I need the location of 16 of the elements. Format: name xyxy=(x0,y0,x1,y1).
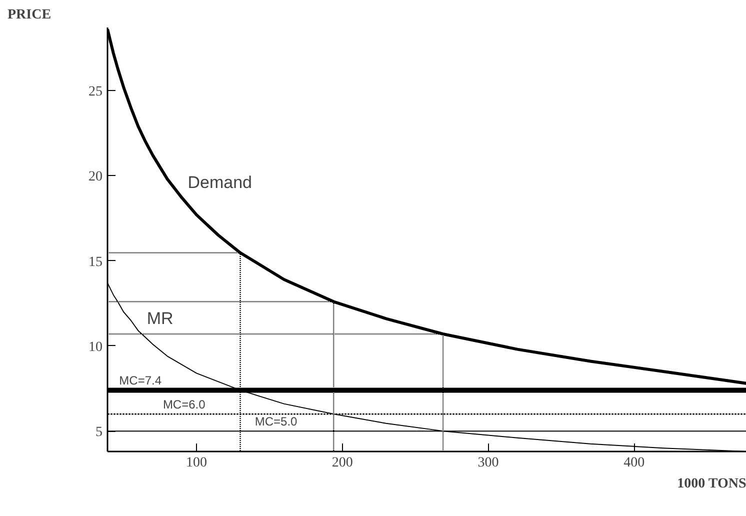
y-tick-label: 15 xyxy=(88,254,102,270)
annotation: MC=7.4 xyxy=(119,374,162,388)
x-tick-label: 300 xyxy=(478,456,499,470)
y-tick-label: 20 xyxy=(88,170,102,185)
annotation: MC=5.0 xyxy=(254,414,298,429)
y-axis-title: PRICE xyxy=(8,8,52,22)
x-tick-label: 200 xyxy=(332,456,353,470)
annotation: MC=6.0 xyxy=(162,397,206,412)
x-tick-label: 100 xyxy=(186,456,207,470)
x-axis-title: 1000 TONS xyxy=(677,476,746,492)
x-tick-label: 400 xyxy=(624,456,645,470)
y-tick-label: 10 xyxy=(88,340,102,355)
y-tick-label: 25 xyxy=(88,84,102,100)
annotation: Demand xyxy=(188,172,252,192)
y-tick-label: 5 xyxy=(96,425,102,440)
annotation: MR xyxy=(146,309,174,328)
